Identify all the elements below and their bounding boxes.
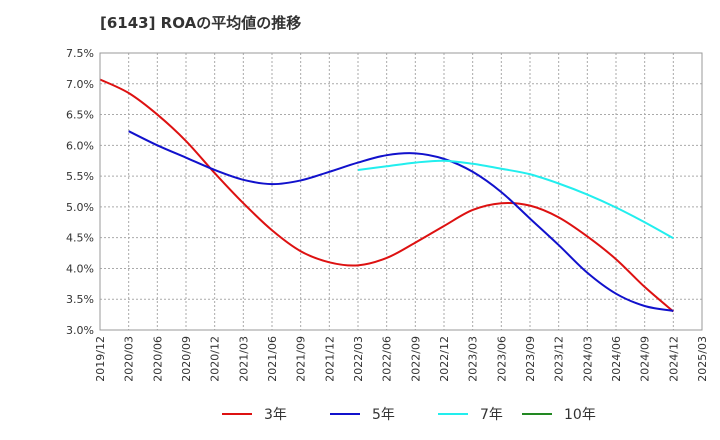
x-tick-label: 2025/03 xyxy=(696,336,709,382)
chart-title: [6143] ROAの平均値の推移 xyxy=(100,14,302,32)
x-tick-label: 2022/09 xyxy=(409,336,422,382)
x-tick-label: 2020/03 xyxy=(123,336,136,382)
x-tick-label: 2024/03 xyxy=(581,336,594,382)
x-tick-label: 2021/09 xyxy=(295,336,308,382)
y-tick-label: 6.5% xyxy=(66,109,94,122)
x-tick-label: 2023/03 xyxy=(467,336,480,382)
grid xyxy=(100,53,702,330)
x-tick-label: 2023/06 xyxy=(495,336,508,382)
y-tick-label: 7.0% xyxy=(66,78,94,91)
legend-label-3年: 3年 xyxy=(264,407,287,423)
x-tick-label: 2024/09 xyxy=(639,336,652,382)
y-tick-label: 5.0% xyxy=(66,201,94,214)
y-axis-ticks: 3.0% 3.5% 4.0% 4.5% 5.0% 5.5% 6.0% 6.5% 7.0% 7.5% xyxy=(66,47,94,337)
plot-frame xyxy=(99,52,703,331)
legend-label-7年: 7年 xyxy=(480,407,503,423)
x-tick-label: 2020/09 xyxy=(180,336,193,382)
x-tick-label: 2023/09 xyxy=(524,336,537,382)
series-line-3年 xyxy=(99,78,674,313)
y-tick-label: 4.5% xyxy=(66,232,94,245)
y-tick-label: 5.5% xyxy=(66,170,94,183)
x-tick-label: 2023/12 xyxy=(553,336,566,382)
x-tick-label: 2020/12 xyxy=(209,336,222,382)
x-tick-label: 2021/06 xyxy=(266,336,279,382)
legend-label-5年: 5年 xyxy=(372,407,395,423)
x-tick-label: 2022/06 xyxy=(381,336,394,382)
x-tick-label: 2019/12 xyxy=(94,336,107,382)
y-tick-label: 3.5% xyxy=(66,293,94,306)
y-tick-label: 7.5% xyxy=(66,47,94,60)
y-tick-label: 6.0% xyxy=(66,139,94,152)
legend: 3年 5年 7年 10年 xyxy=(222,407,596,423)
x-tick-label: 2020/06 xyxy=(151,336,164,382)
y-tick-label: 4.0% xyxy=(66,262,94,275)
x-tick-label: 2022/03 xyxy=(352,336,365,382)
x-tick-label: 2024/12 xyxy=(667,336,680,382)
series-line-7年 xyxy=(357,159,674,240)
x-tick-label: 2021/03 xyxy=(237,336,250,382)
legend-label-10年: 10年 xyxy=(564,407,596,423)
x-tick-label: 2024/06 xyxy=(610,336,623,382)
y-tick-label: 3.0% xyxy=(66,324,94,337)
x-tick-label: 2022/12 xyxy=(438,336,451,382)
x-axis-ticks: 2019/12 2020/03 2020/06 2020/09 2020/12 2021/… xyxy=(94,336,709,382)
series-line-5年 xyxy=(128,130,674,312)
series-lines xyxy=(99,78,674,313)
x-tick-label: 2021/12 xyxy=(323,336,336,382)
